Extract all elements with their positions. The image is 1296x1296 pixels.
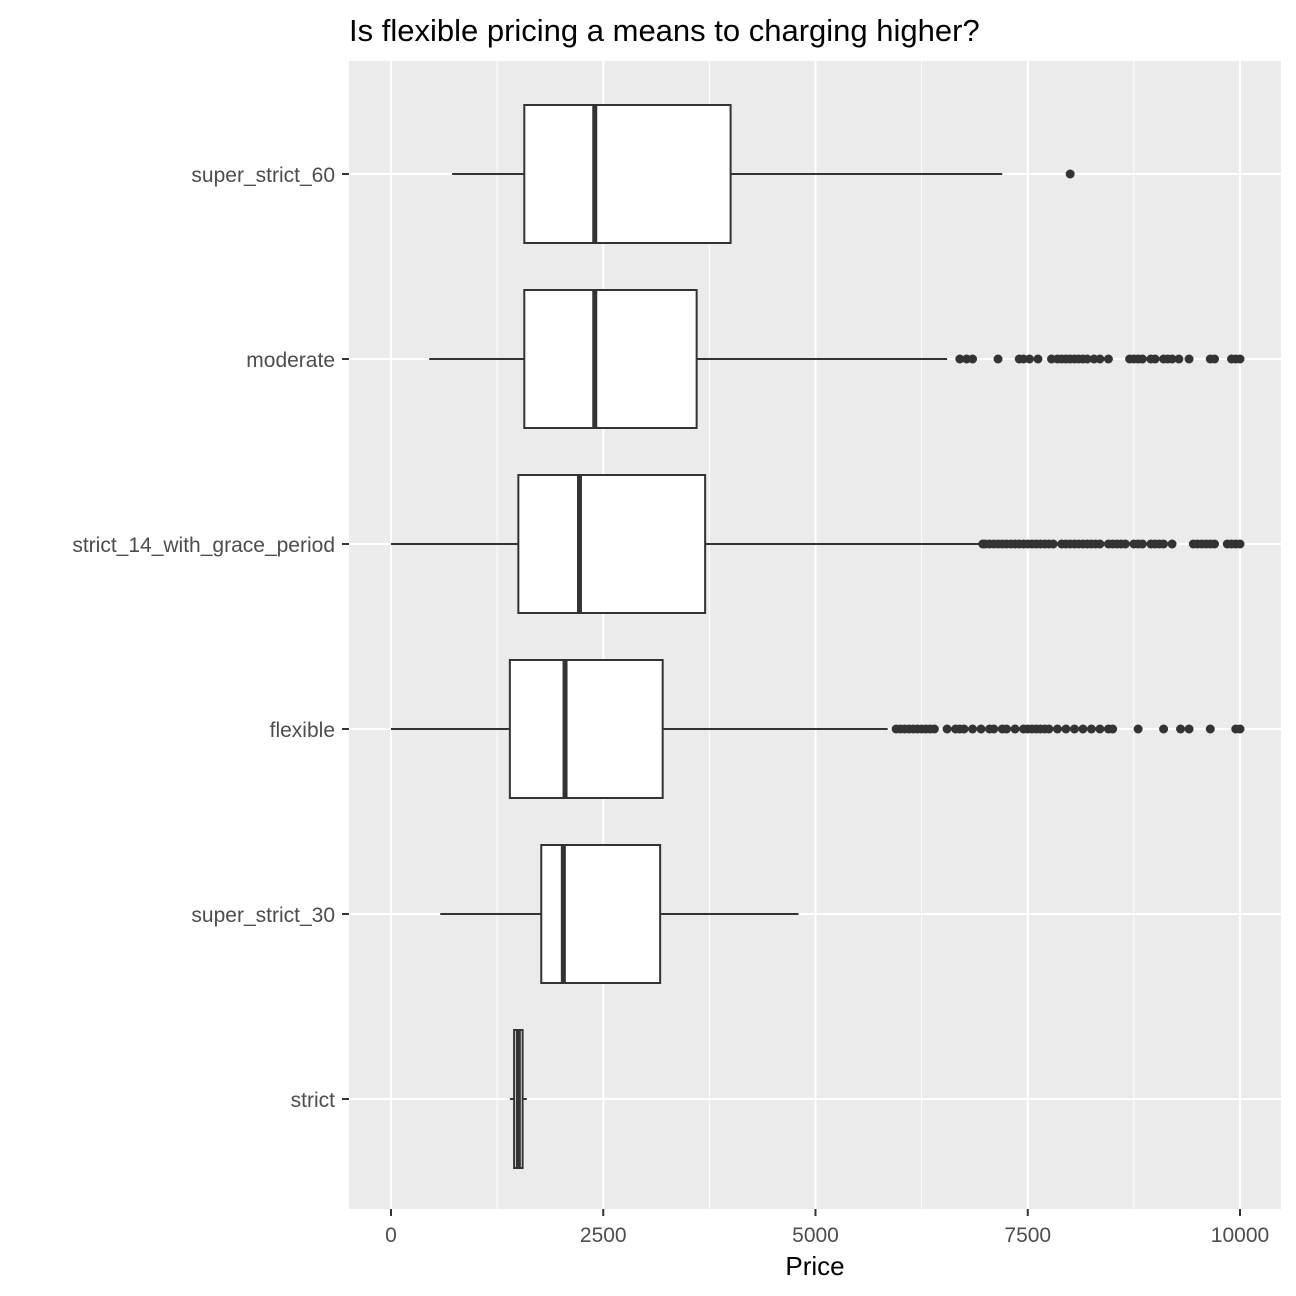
box-strict_14_with_grace_period (391, 474, 1245, 614)
outlier-point (1133, 724, 1143, 734)
box-flexible (391, 659, 1245, 799)
y-tick-label: moderate (246, 349, 335, 372)
outlier-point (959, 724, 969, 734)
outlier-point (1167, 354, 1177, 364)
outlier-point (1065, 169, 1075, 179)
outlier-point (1048, 539, 1058, 549)
outlier-point (942, 724, 952, 734)
outlier-point (1108, 724, 1118, 734)
outlier-point (1176, 724, 1186, 734)
x-tick-label: 10000 (1211, 1224, 1269, 1247)
outlier-point (993, 354, 1003, 364)
y-tick-label: super_strict_30 (191, 904, 335, 927)
outlier-point (1137, 354, 1147, 364)
outlier-point (1095, 354, 1105, 364)
outlier-point (1082, 354, 1092, 364)
outlier-point (1235, 354, 1245, 364)
outlier-point (1069, 724, 1079, 734)
y-tick-label: strict (291, 1089, 335, 1112)
outlier-point (968, 724, 978, 734)
outlier-point (1235, 724, 1245, 734)
box-iqr (508, 659, 664, 799)
outlier-point (1002, 724, 1012, 734)
outlier-point (1103, 354, 1113, 364)
x-axis-title: Price (785, 1251, 844, 1281)
box-iqr (540, 844, 662, 984)
box-iqr (523, 289, 698, 429)
outlier-point (1086, 724, 1096, 734)
box-iqr (517, 474, 707, 614)
y-tick-label: strict_14_with_grace_period (72, 534, 335, 557)
outlier-point (976, 724, 986, 734)
outlier-point (968, 354, 978, 364)
outlier-point (1024, 354, 1034, 364)
outlier-point (1137, 539, 1147, 549)
outlier-point (1205, 724, 1215, 734)
outlier-point (1174, 354, 1184, 364)
chart-title: Is flexible pricing a means to charging … (349, 13, 980, 48)
outlier-point (1159, 539, 1169, 549)
outlier-point (1159, 724, 1169, 734)
x-tick-label: 5000 (792, 1224, 839, 1247)
x-axis: 0 2500 5000 7500 10000 (385, 1209, 1269, 1247)
outlier-point (1235, 539, 1245, 549)
y-axis: super_strict_60 moderate strict_14_with_gr… (72, 164, 349, 1112)
outlier-point (1184, 724, 1194, 734)
box-series (391, 104, 1245, 1169)
box-iqr (523, 104, 732, 244)
y-tick-label: flexible (270, 719, 335, 742)
outlier-point (1044, 724, 1054, 734)
outlier-point (1210, 539, 1220, 549)
x-tick-label: 0 (385, 1224, 397, 1247)
outlier-point (1078, 724, 1088, 734)
outlier-point (929, 724, 939, 734)
box-moderate (429, 289, 1245, 429)
outlier-point (1184, 354, 1194, 364)
outlier-point (1167, 539, 1177, 549)
y-tick-label: super_strict_60 (191, 164, 335, 187)
box-strict (509, 1029, 527, 1169)
outlier-point (1150, 354, 1160, 364)
outlier-point (1052, 724, 1062, 734)
outlier-point (1120, 539, 1130, 549)
box-super_strict_60 (452, 104, 1075, 244)
outlier-point (989, 724, 999, 734)
outlier-point (1010, 724, 1020, 734)
box-super_strict_30 (440, 844, 799, 984)
x-tick-label: 2500 (580, 1224, 627, 1247)
outlier-point (1033, 354, 1043, 364)
outlier-point (1210, 354, 1220, 364)
outlier-point (955, 354, 965, 364)
outlier-point (1095, 724, 1105, 734)
x-tick-label: 7500 (1004, 1224, 1051, 1247)
outlier-point (1095, 539, 1105, 549)
outlier-point (1061, 724, 1071, 734)
